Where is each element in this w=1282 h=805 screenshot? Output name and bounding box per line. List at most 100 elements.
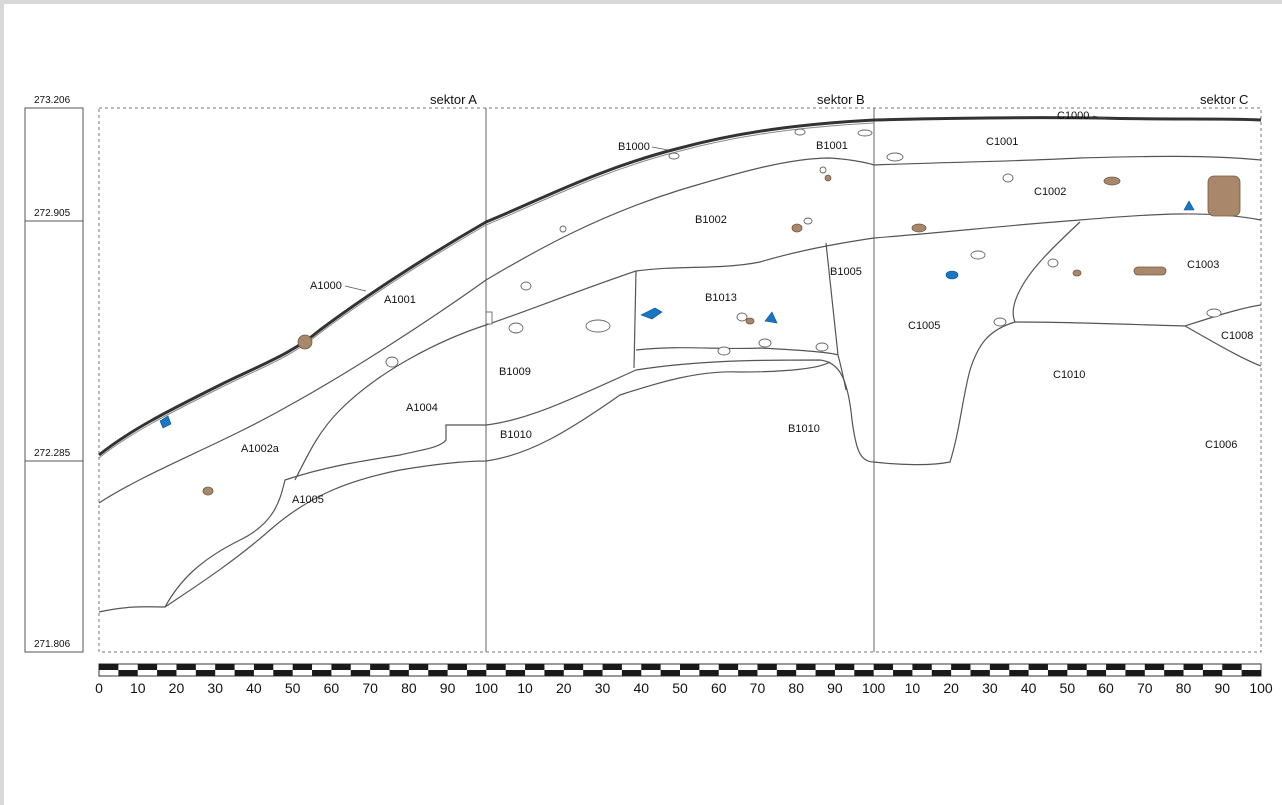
- scale-segment: [1144, 664, 1165, 670]
- scale-tick-label: 60: [1098, 680, 1114, 696]
- surface-line: [98, 116, 1262, 457]
- unit-b1010-right: B1010: [788, 423, 820, 435]
- unit-a1002a: A1002a: [241, 443, 280, 455]
- scale-segment: [370, 664, 390, 670]
- scale-tick-label: 70: [750, 680, 766, 696]
- unit-b1013: B1013: [705, 292, 737, 304]
- elevation-top: 273.206: [34, 95, 71, 106]
- boundary-a1004: [164, 359, 875, 608]
- scale-tick-label: 80: [1176, 680, 1192, 696]
- unit-c1001: C1001: [986, 136, 1018, 148]
- scale-tick-label: 90: [440, 680, 456, 696]
- unit-c1005: C1005: [908, 320, 940, 332]
- scale-tick-label: 90: [827, 680, 843, 696]
- scale-segment: [389, 670, 409, 676]
- scale-segment: [1183, 664, 1203, 670]
- scale-segment: [118, 670, 138, 676]
- scale-tick-label: 80: [788, 680, 804, 696]
- unit-c1002: C1002: [1034, 186, 1066, 198]
- scale-segment: [1164, 670, 1184, 676]
- scale-segment: [466, 670, 487, 676]
- scale-tick-label: 20: [943, 680, 959, 696]
- scale-segment: [292, 664, 313, 670]
- scale-segment: [602, 664, 622, 670]
- scale-segment: [1086, 670, 1107, 676]
- scale-tick-label: 10: [130, 680, 146, 696]
- scale-segment: [641, 664, 661, 670]
- boundary-c1002: [873, 213, 1262, 239]
- scale-segment: [834, 664, 855, 670]
- scale-tick-label: 40: [246, 680, 262, 696]
- unit-a1005: A1005: [292, 494, 324, 506]
- scale-segment: [215, 664, 235, 670]
- brown-objects: [202, 174, 1241, 496]
- scale-segment: [854, 670, 874, 676]
- scale-segment: [1009, 670, 1029, 676]
- scale-tick-label: 60: [324, 680, 340, 696]
- unit-b1010-left: B1010: [500, 429, 532, 441]
- scale-tick-label: 70: [1137, 680, 1153, 696]
- scale-segment: [137, 664, 158, 670]
- scale-segment: [776, 670, 797, 676]
- scale-tick-label: 0: [95, 680, 103, 696]
- sector-label-a: sektor A: [430, 92, 477, 107]
- scale-segment: [970, 670, 990, 676]
- scale-segment: [1028, 664, 1048, 670]
- boundary-b1013: [633, 242, 847, 391]
- unit-labels: A1000 A1001 A1002a A1004 A1005 B1000 B10…: [241, 110, 1253, 506]
- scale-segment: [350, 670, 371, 676]
- scale-segment: [408, 664, 429, 670]
- scale-segment: [234, 670, 254, 676]
- scale-segment: [989, 664, 1010, 670]
- scale-tick-label: 30: [982, 680, 998, 696]
- scale-segment: [583, 670, 603, 676]
- scale-segment: [621, 670, 642, 676]
- scale-segment: [757, 664, 777, 670]
- scale-segment: [176, 664, 196, 670]
- scale-segment: [195, 670, 216, 676]
- scale-tick-label: 50: [1060, 680, 1076, 696]
- scale-segment: [1202, 670, 1223, 676]
- unit-b1005: B1005: [830, 266, 862, 278]
- scale-segment: [331, 664, 351, 670]
- scale-segment: [738, 670, 758, 676]
- scale-segment: [912, 664, 932, 670]
- boundary-c1001: [873, 155, 1262, 166]
- scale-segment: [699, 670, 719, 676]
- stones: [385, 128, 1222, 368]
- scale-tick-label: 90: [1214, 680, 1230, 696]
- unit-b1002: B1002: [695, 214, 727, 226]
- scale-tick-label: 100: [475, 680, 499, 696]
- scale-segment: [157, 670, 177, 676]
- unit-c1006: C1006: [1205, 439, 1237, 451]
- scale-segment: [99, 664, 119, 670]
- scale-tick-label: 10: [517, 680, 533, 696]
- scale-segment: [428, 670, 448, 676]
- scale-tick-label: 30: [595, 680, 611, 696]
- scale-segment: [1241, 670, 1261, 676]
- boundary-c1005: [873, 321, 1016, 466]
- scale-segment: [1067, 664, 1087, 670]
- scale-tick-label: 50: [285, 680, 301, 696]
- unit-b1009: B1009: [499, 366, 531, 378]
- scale-tick-labels: 0 10 20 30 40 50 60 70 80 90 100 10 20 30 40 50 60 70 80 90…: [95, 680, 1273, 696]
- scale-tick-label: 70: [362, 680, 378, 696]
- unit-a1001: A1001: [384, 294, 416, 306]
- unit-a1004: A1004: [406, 402, 438, 414]
- boundary-a1002a: [294, 237, 875, 481]
- scale-segment: [447, 664, 467, 670]
- unit-b1000: B1000: [618, 141, 650, 153]
- unit-c1010: C1010: [1053, 369, 1085, 381]
- scale-tick-label: 100: [1249, 680, 1273, 696]
- scale-segment: [273, 670, 293, 676]
- scale-tick-label: 20: [556, 680, 572, 696]
- blue-objects: [159, 200, 1195, 429]
- unit-a1000: A1000: [310, 280, 342, 292]
- unit-c1008: C1008: [1221, 330, 1253, 342]
- unit-b1001: B1001: [816, 140, 848, 152]
- scale-bar: [98, 663, 1262, 677]
- scale-segment: [505, 670, 526, 676]
- scale-segment: [815, 670, 835, 676]
- scale-segment: [1047, 670, 1068, 676]
